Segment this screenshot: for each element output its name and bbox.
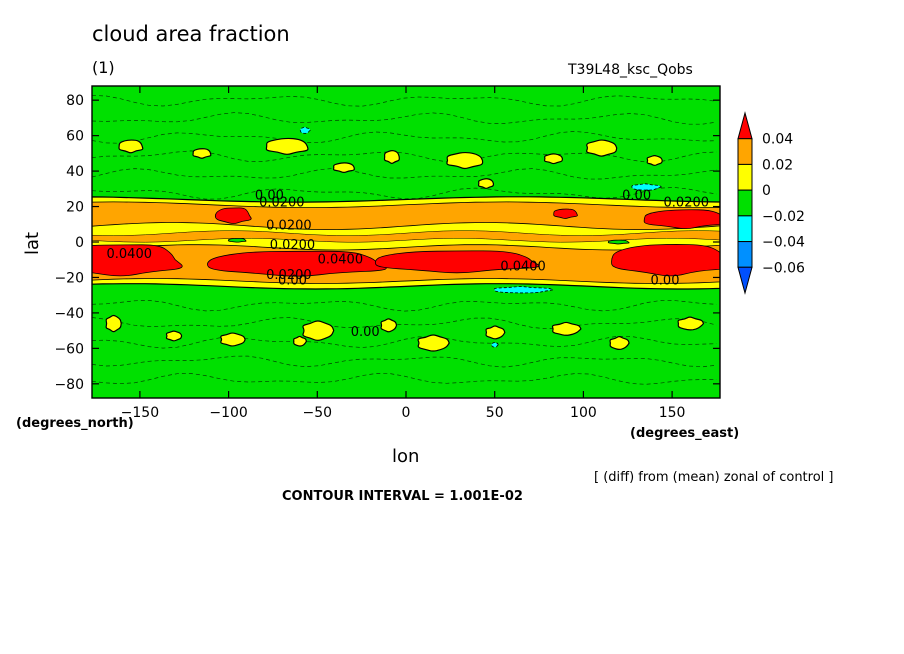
yellow-blob xyxy=(380,318,398,333)
contour-label: 0.00 xyxy=(622,188,651,203)
cyan-blob xyxy=(299,126,311,134)
yellow-blob xyxy=(302,320,335,341)
colorbar-label: −0.06 xyxy=(762,260,805,276)
yellow-blob xyxy=(477,178,494,189)
colorbar-swatch xyxy=(737,241,753,268)
contour-label: 0.00 xyxy=(351,325,380,340)
y-tick-label: 60 xyxy=(66,129,84,145)
cyan-blob xyxy=(631,183,663,191)
red-patch xyxy=(611,244,720,277)
red-patch xyxy=(214,207,252,224)
band-inner-orange xyxy=(92,230,720,243)
yellow-blob xyxy=(586,139,618,157)
x-tick-label: −100 xyxy=(209,405,247,421)
colorbar-label: −0.04 xyxy=(762,235,805,251)
yellow-blob xyxy=(383,149,400,164)
y-axis-label: lat xyxy=(22,231,43,255)
x-units-label: (degrees_east) xyxy=(630,426,740,441)
contour-label: 0.0200 xyxy=(259,196,305,211)
colorbar-label: 0.02 xyxy=(762,157,793,173)
contour-label: 0.0200 xyxy=(664,196,710,211)
contour-label: 0.0200 xyxy=(266,219,312,234)
colorbar-swatch xyxy=(737,111,753,140)
contour-label: 0.0400 xyxy=(500,259,546,274)
colorbar-swatch xyxy=(737,266,753,295)
contour-label: 0.0400 xyxy=(318,252,364,267)
dashed-contour xyxy=(92,373,717,385)
contour-label: 0.0400 xyxy=(107,247,153,262)
x-axis-label: lon xyxy=(392,446,420,467)
yellow-blob xyxy=(332,162,355,173)
yellow-blob xyxy=(485,325,506,340)
yellow-blob xyxy=(105,314,122,333)
y-tick-label: 40 xyxy=(66,164,84,180)
contour-label: 0.00 xyxy=(651,274,680,289)
yellow-blob xyxy=(165,330,183,342)
yellow-blob xyxy=(646,155,663,166)
run-label: T39L48_ksc_Qobs xyxy=(568,62,693,78)
red-patch xyxy=(553,208,578,219)
x-tick-label: 100 xyxy=(570,405,597,421)
yellow-blob xyxy=(192,148,212,159)
colorbar-swatch xyxy=(737,163,753,191)
yellow-blob xyxy=(446,151,484,170)
red-patch xyxy=(92,244,183,277)
x-tick-label: −150 xyxy=(121,405,159,421)
red-patch xyxy=(207,250,387,277)
x-tick-label: 150 xyxy=(659,405,686,421)
y-tick-label: −40 xyxy=(54,306,84,322)
colorbar-swatch xyxy=(737,189,753,217)
yellow-blob xyxy=(293,335,308,347)
diff-note: [ (diff) from (mean) zonal of control ] xyxy=(594,470,834,485)
y-tick-label: −20 xyxy=(54,270,84,286)
yellow-blob xyxy=(220,332,246,347)
yellow-blob xyxy=(609,336,630,351)
contour-label: 0.0200 xyxy=(266,268,312,283)
cyan-blob xyxy=(491,342,499,348)
x-tick-label: 50 xyxy=(486,405,504,421)
red-patch xyxy=(643,209,720,230)
cyan-blob xyxy=(493,286,555,294)
colorbar-swatch xyxy=(737,215,753,243)
y-units-label: (degrees_north) xyxy=(16,416,134,431)
x-tick-label: 0 xyxy=(402,405,411,421)
chart-subtitle: (1) xyxy=(92,58,115,77)
colorbar-swatch xyxy=(737,138,753,165)
contour-interval: CONTOUR INTERVAL = 1.001E-02 xyxy=(282,489,523,504)
contour-label: 0.00 xyxy=(278,274,307,289)
colorbar-label: 0 xyxy=(762,183,771,199)
yellow-blob xyxy=(118,139,144,154)
yellow-blob xyxy=(417,334,450,352)
dashed-contour xyxy=(92,131,717,144)
y-tick-label: 0 xyxy=(75,235,84,251)
y-tick-label: 80 xyxy=(66,93,84,109)
yellow-blob xyxy=(677,316,705,331)
dashed-contour xyxy=(92,168,717,180)
yellow-blob xyxy=(551,321,582,336)
green-strip xyxy=(227,237,247,243)
x-tick-label: −50 xyxy=(303,405,333,421)
dashed-contour xyxy=(92,300,717,312)
colorbar-label: 0.04 xyxy=(762,132,793,148)
yellow-blob xyxy=(265,137,309,155)
green-strip xyxy=(607,239,630,245)
red-patch xyxy=(374,250,540,274)
colorbar-label: −0.02 xyxy=(762,209,805,225)
contour-label: 0.00 xyxy=(255,188,284,203)
y-tick-label: −80 xyxy=(54,377,84,393)
chart-title: cloud area fraction xyxy=(92,22,290,46)
y-tick-label: 20 xyxy=(66,200,84,216)
dashed-contour xyxy=(92,335,717,349)
y-tick-label: −60 xyxy=(54,341,84,357)
dashed-contour xyxy=(92,95,717,107)
yellow-blob xyxy=(543,153,564,165)
contour-label: 0.0200 xyxy=(270,238,316,253)
